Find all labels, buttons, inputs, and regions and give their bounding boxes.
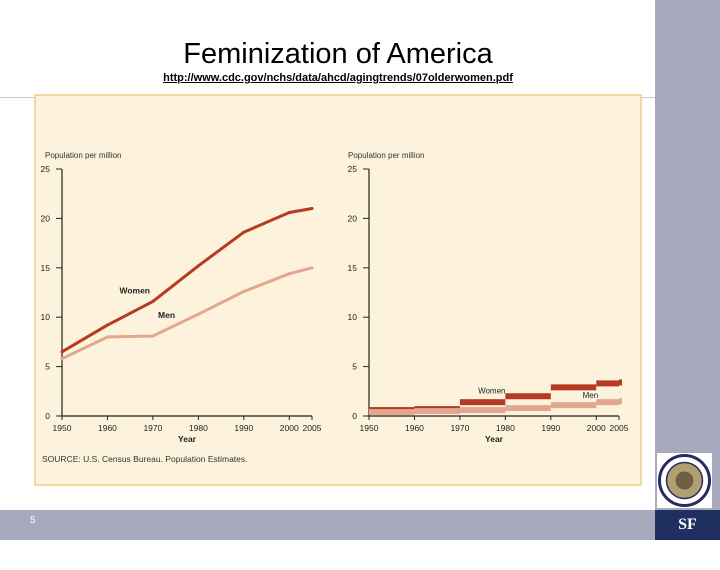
y-tick-label: 15	[348, 263, 358, 273]
x-axis-label: Year	[485, 434, 504, 444]
series-label-women: Women	[478, 386, 505, 395]
data-point-men	[242, 290, 246, 294]
data-point-men	[196, 312, 200, 316]
series-label-men: Men	[583, 391, 599, 400]
x-tick-label: 1970	[143, 423, 162, 433]
x-tick-label: 1950	[360, 423, 379, 433]
y-axis-label: Population per million	[348, 151, 425, 160]
data-point-men	[310, 266, 314, 270]
data-point-women	[105, 323, 109, 327]
data-point-women	[60, 350, 64, 354]
y-tick-label: 5	[352, 362, 357, 372]
x-axis-label: Year	[178, 434, 197, 444]
y-tick-label: 25	[348, 164, 358, 174]
bar-men	[619, 398, 622, 405]
right-sidebar	[655, 0, 720, 540]
x-tick-label: 1980	[496, 423, 515, 433]
data-point-men	[105, 335, 109, 339]
bar-women	[505, 393, 551, 400]
bar-men	[414, 408, 460, 415]
source-url-link[interactable]: http://www.cdc.gov/nchs/data/ahcd/agingt…	[163, 72, 513, 84]
y-tick-label: 25	[41, 164, 51, 174]
x-tick-label: 1990	[541, 423, 560, 433]
data-point-men	[151, 334, 155, 338]
data-point-men	[60, 357, 64, 361]
y-axis-label: Population per million	[45, 151, 122, 160]
bar-women	[596, 380, 619, 387]
page-number: 5	[30, 515, 36, 526]
x-tick-label: 1990	[234, 423, 253, 433]
bar-women	[459, 399, 506, 406]
y-tick-label: 20	[41, 213, 51, 223]
data-point-women	[151, 299, 155, 303]
data-point-men	[287, 272, 291, 276]
bar-men	[550, 402, 597, 409]
y-tick-label: 0	[352, 411, 357, 421]
source-note: SOURCE: U.S. Census Bureau. Population E…	[42, 454, 248, 464]
bar-men	[459, 407, 506, 414]
figure: Population per million 0 5 10 15 20 25 1950 1960…	[34, 94, 642, 486]
bar-men	[369, 409, 415, 416]
university-seal	[657, 453, 712, 508]
figure-panel	[34, 94, 642, 486]
bar-women	[619, 379, 622, 386]
x-tick-label: 2005	[303, 423, 322, 433]
y-tick-label: 0	[45, 411, 50, 421]
x-tick-label: 2000	[280, 423, 299, 433]
data-point-women	[287, 210, 291, 214]
y-tick-label: 20	[348, 213, 358, 223]
slide-title: Feminization of America	[183, 38, 493, 70]
x-tick-label: 1980	[189, 423, 208, 433]
x-tick-label: 2000	[587, 423, 606, 433]
x-tick-label: 2005	[610, 423, 629, 433]
data-point-women	[310, 207, 314, 211]
x-tick-label: 1960	[98, 423, 117, 433]
series-label-men: Men	[158, 310, 175, 320]
bar-men	[505, 405, 551, 412]
y-tick-label: 10	[41, 312, 51, 322]
bar-women	[550, 384, 597, 391]
footer-bar	[0, 510, 655, 540]
left-line-chart: Population per million 0 5 10 15 20 25 1950 1960…	[41, 151, 322, 444]
x-tick-label: 1970	[450, 423, 469, 433]
right-bar-chart: Population per million 0 5 10 15 20 25 1950 1960…	[348, 151, 629, 444]
series-label-women: Women	[119, 285, 150, 295]
x-tick-label: 1960	[405, 423, 424, 433]
data-point-women	[196, 264, 200, 268]
y-tick-label: 5	[45, 362, 50, 372]
bar-men	[596, 399, 619, 406]
data-point-women	[242, 230, 246, 234]
x-tick-label: 1950	[53, 423, 72, 433]
y-tick-label: 15	[41, 263, 51, 273]
seal-icon	[658, 454, 711, 507]
y-tick-label: 10	[348, 312, 358, 322]
